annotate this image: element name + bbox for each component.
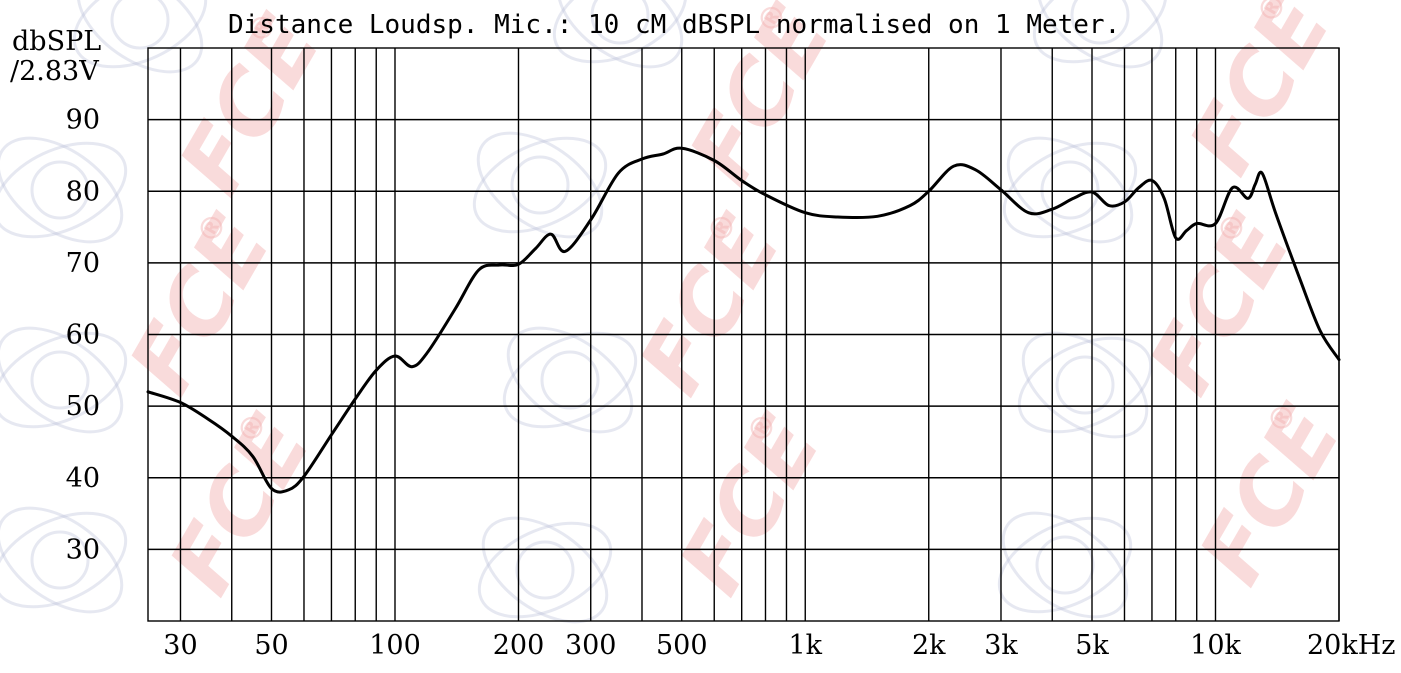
- watermark-emblem: [1017, 331, 1153, 439]
- x-tick-label: 500: [656, 630, 708, 661]
- x-tick-label: 200: [493, 630, 545, 661]
- y-axis-unit: /2.83V: [10, 56, 99, 87]
- x-tick-label: 30: [163, 630, 197, 661]
- x-tick-label: 50: [254, 630, 288, 661]
- y-tick-label: 80: [66, 176, 100, 207]
- x-tick-label: 3k: [984, 630, 1018, 661]
- x-tick-label: 300: [565, 630, 617, 661]
- x-tick-label: 20kHz: [1307, 630, 1396, 661]
- watermark-emblem: [502, 326, 638, 434]
- watermark-emblem: [472, 131, 608, 239]
- series-line: [146, 146, 1341, 494]
- chart-title: Distance Loudsp. Mic.: 10 cM dBSPL norma…: [228, 10, 1120, 40]
- y-axis-ticks: 30 40 50 60 70 80 90: [66, 105, 100, 566]
- watermark-emblem: [0, 326, 128, 434]
- y-tick-label: 60: [66, 320, 100, 351]
- y-tick-label: 30: [66, 534, 100, 565]
- y-tick-label: 70: [66, 248, 100, 279]
- watermark-emblem: [72, 0, 208, 74]
- watermark-emblem: [997, 511, 1133, 619]
- x-tick-label: 1k: [788, 630, 822, 661]
- chart-grid: [148, 48, 1340, 621]
- watermark-layer: FCE® FCE® FCE®FCE® FCE® FCE®FCE® FCE® FCE®: [0, 0, 1361, 624]
- y-tick-label: 40: [66, 463, 100, 494]
- y-axis-label: dbSPL: [12, 26, 101, 57]
- watermark-emblem: [0, 506, 128, 614]
- x-tick-label: 100: [369, 630, 421, 661]
- x-axis-ticks: 30 50 100 200 300 500 1k 2k 3k 5k 10k 20kHz: [163, 630, 1395, 661]
- y-tick-label: 50: [66, 391, 100, 422]
- watermark-emblem: [477, 516, 613, 624]
- watermark-emblem: [1002, 136, 1138, 244]
- x-tick-label: 2k: [912, 630, 946, 661]
- x-tick-label: 10k: [1190, 630, 1241, 661]
- y-tick-label: 90: [66, 105, 100, 136]
- watermark-emblem: [0, 136, 128, 244]
- x-tick-label: 5k: [1075, 630, 1109, 661]
- plot-frame: [147, 47, 1340, 622]
